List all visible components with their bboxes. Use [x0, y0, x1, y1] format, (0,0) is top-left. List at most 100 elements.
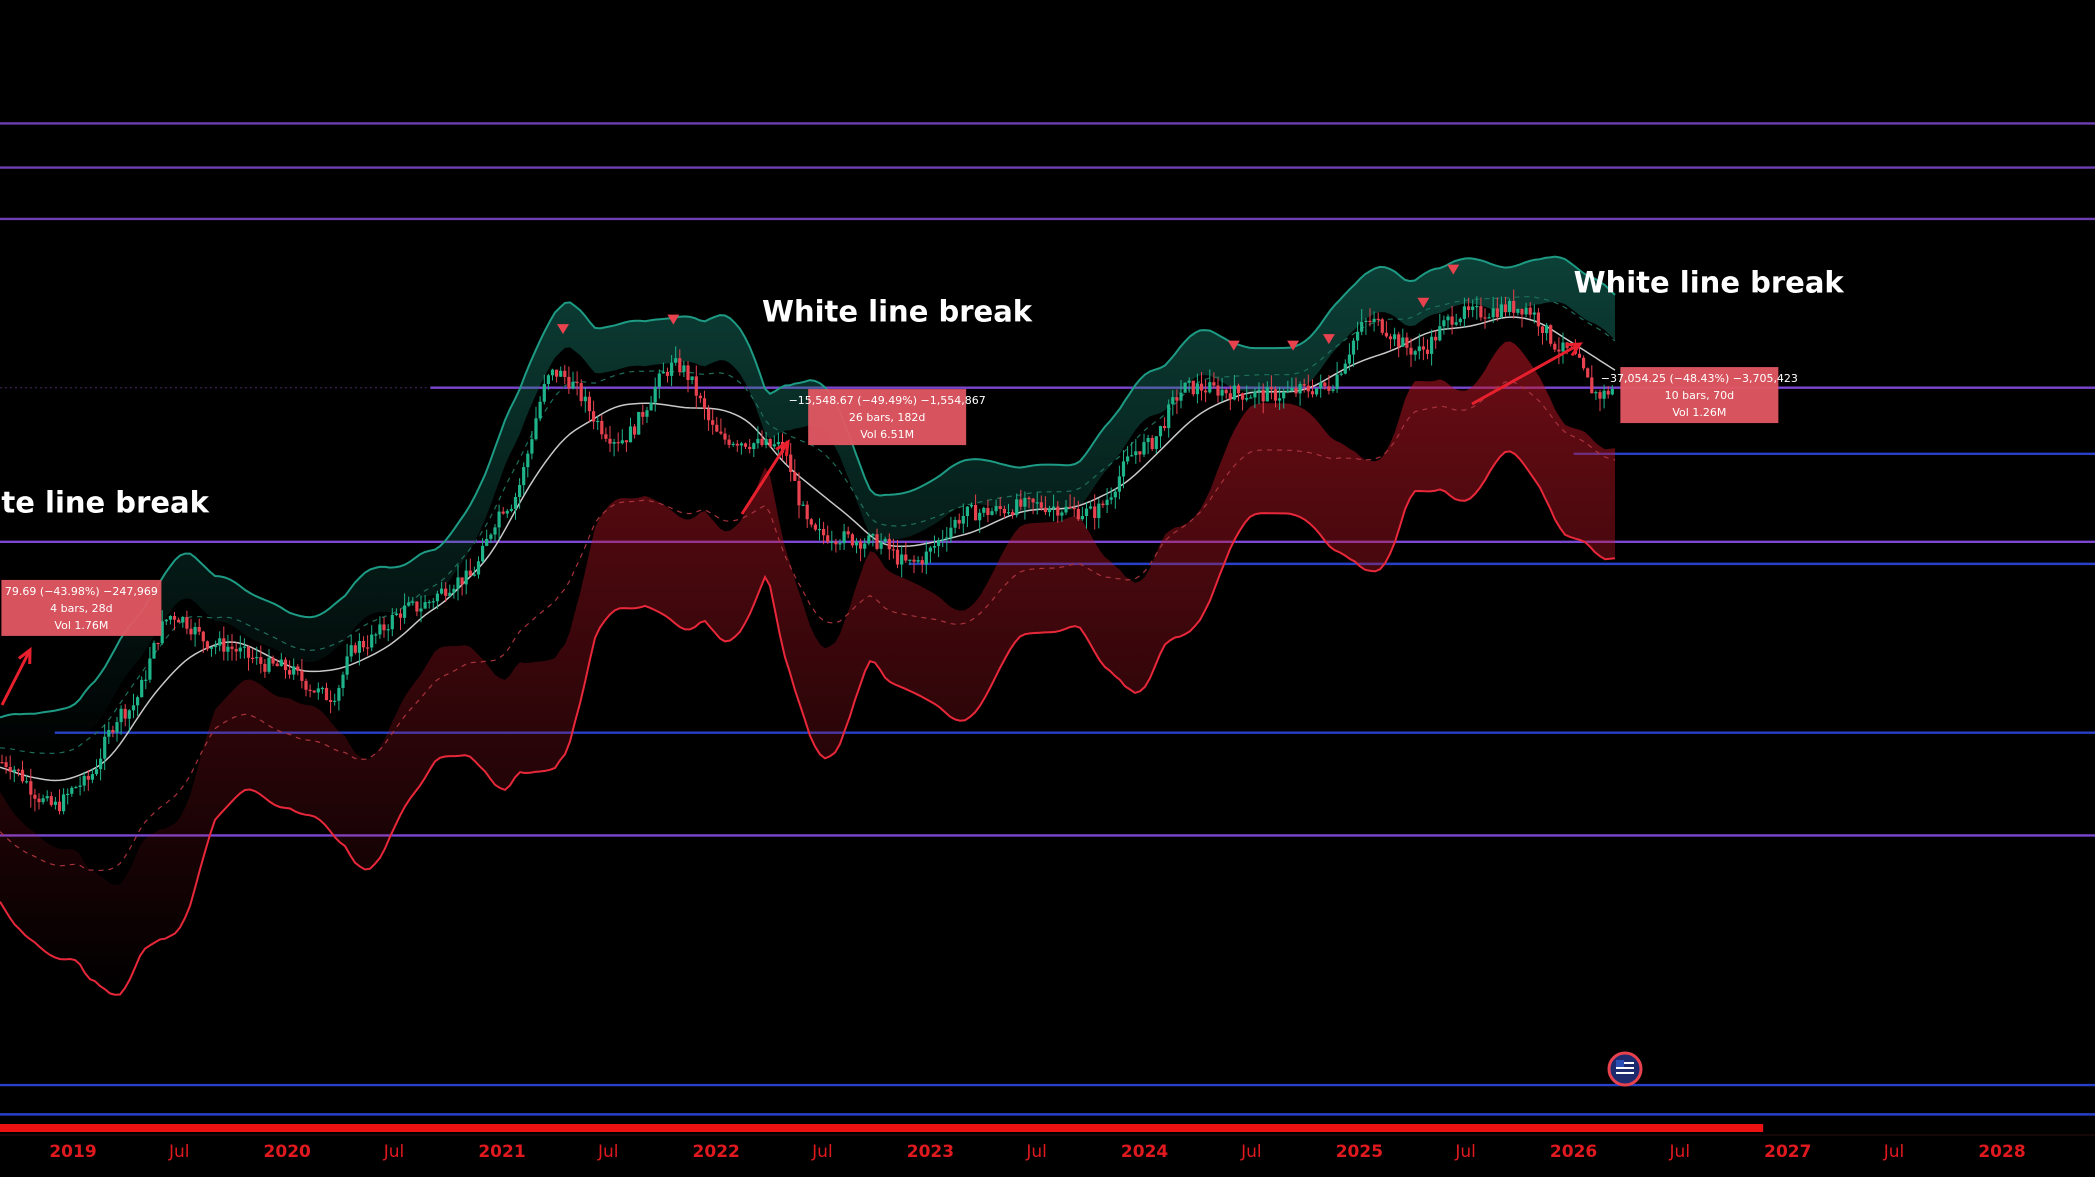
candle-body — [489, 534, 493, 539]
candle-body — [817, 529, 822, 531]
candle-body — [1446, 316, 1450, 321]
candle-body — [509, 509, 513, 511]
candle-body — [1384, 332, 1388, 337]
candle-body — [756, 438, 760, 444]
candle-body — [493, 527, 497, 535]
candle-body — [871, 534, 875, 536]
candle-body — [1076, 508, 1080, 520]
candle-body — [1105, 499, 1109, 505]
candle-body — [398, 613, 403, 618]
candle-body — [214, 645, 218, 648]
candle-body — [727, 439, 731, 445]
candle-body — [953, 519, 957, 528]
candle-body — [8, 767, 12, 772]
candle-body — [513, 497, 518, 509]
top-marker-0 — [557, 324, 570, 335]
candle-body — [1171, 397, 1175, 405]
candle-body — [1438, 326, 1442, 341]
candle-body — [1610, 389, 1614, 395]
candle-body — [928, 547, 932, 552]
candle-body — [1047, 508, 1052, 513]
candle-body — [978, 512, 982, 521]
candle-body — [1310, 391, 1315, 395]
x-tick-label-18: 2028 — [1978, 1142, 2025, 1162]
progress-bar — [0, 1124, 1764, 1132]
candle-body — [1023, 497, 1027, 507]
candle-body — [1430, 336, 1434, 354]
candle-body — [702, 398, 707, 409]
candle-body — [99, 758, 103, 770]
candle-body — [1027, 497, 1031, 500]
candle-body — [1089, 506, 1093, 509]
candle-body — [1121, 461, 1126, 477]
candle-body — [1540, 326, 1545, 333]
candle-body — [776, 442, 780, 445]
candle-body — [583, 396, 587, 402]
candle-body — [600, 420, 604, 435]
candle-body — [1273, 389, 1278, 401]
trend-arrow-head-0 — [17, 646, 32, 665]
candle-body — [1286, 390, 1290, 392]
candle-body — [587, 396, 591, 412]
candle-body — [1278, 398, 1282, 401]
candle-body — [1039, 502, 1043, 508]
candle-body — [164, 619, 168, 622]
candle-body — [45, 796, 49, 799]
measurement-line-2: 26 bars, 182d — [849, 411, 925, 424]
candle-body — [378, 624, 382, 635]
measurement-line-1: −15,548.67 (−49.49%) −1,554,867 — [789, 394, 986, 407]
candle-body — [1520, 308, 1524, 315]
candle-body — [177, 619, 181, 623]
candle-body — [407, 602, 411, 606]
candle-body — [1249, 397, 1253, 399]
top-markers — [557, 264, 1460, 351]
candle-body — [1257, 389, 1261, 392]
candle-body — [1208, 382, 1212, 393]
candle-body — [320, 687, 324, 690]
candle-body — [423, 602, 427, 609]
candle-body — [616, 442, 620, 444]
candle-body — [123, 708, 127, 719]
upper-band-line — [0, 255, 1616, 719]
flag-icon[interactable] — [1607, 1051, 1643, 1087]
candle-body — [592, 411, 596, 422]
upper-dashed-line — [0, 296, 1616, 755]
candle-body — [1060, 512, 1064, 516]
candle-body — [460, 577, 464, 585]
candle-body — [136, 697, 140, 706]
candle-body — [156, 642, 160, 645]
candle-body — [1138, 451, 1142, 455]
candle-body — [1421, 346, 1425, 350]
candle-body — [546, 375, 550, 384]
candle-body — [1561, 342, 1565, 352]
candle-body — [571, 381, 575, 389]
candle-body — [998, 506, 1002, 509]
candle-body — [534, 418, 538, 440]
candle-body — [883, 538, 887, 542]
candle-body — [846, 531, 850, 535]
candle-body — [16, 769, 20, 771]
candle-body — [74, 787, 78, 789]
candle-body — [1491, 308, 1495, 318]
candle-body — [403, 605, 407, 618]
candle-body — [1043, 507, 1047, 513]
candle-body — [66, 793, 70, 795]
candle-body — [1011, 512, 1015, 516]
candle-body — [242, 646, 246, 648]
candle-body — [1590, 377, 1594, 394]
candle-body — [1483, 317, 1487, 319]
candle-body — [62, 794, 66, 812]
x-tick-label-9: Jul — [1025, 1142, 1047, 1162]
candle-body — [357, 641, 361, 653]
candle-body — [275, 663, 279, 667]
candle-body — [1080, 516, 1084, 520]
candle-body — [288, 670, 292, 675]
candle-body — [842, 531, 846, 544]
candle-body — [296, 666, 300, 671]
candle-body — [665, 371, 670, 376]
candle-body — [1360, 321, 1364, 332]
candle-body — [382, 624, 386, 631]
lower-band-line — [0, 450, 1616, 996]
candle-body — [341, 674, 345, 688]
